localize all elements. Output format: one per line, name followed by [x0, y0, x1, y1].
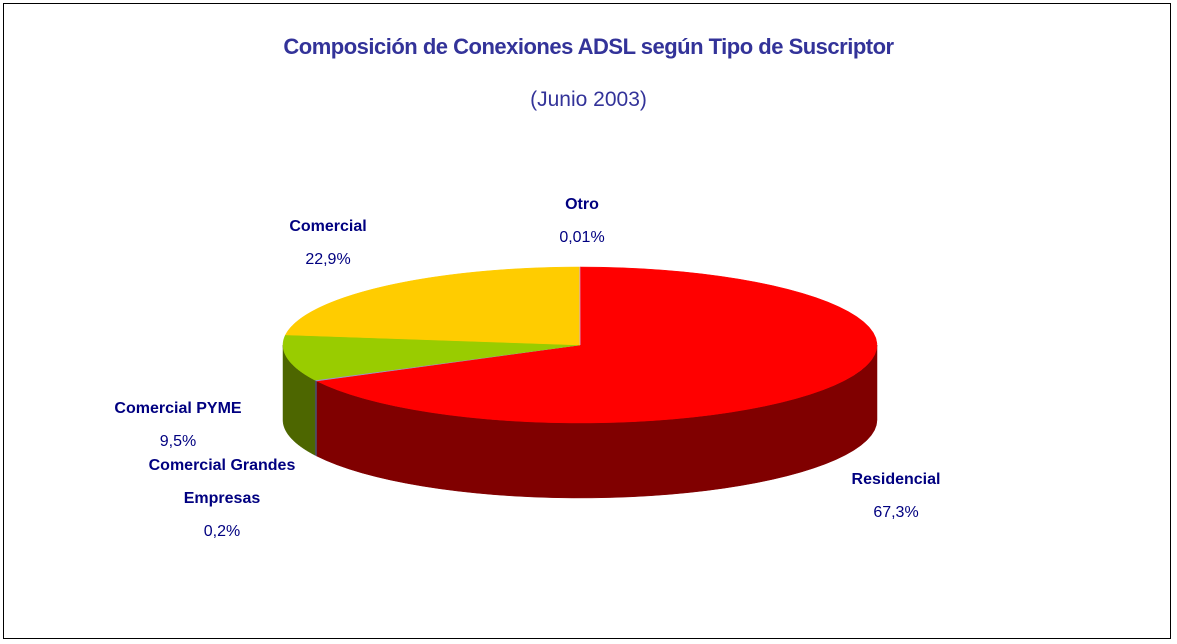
slice-label: Comercial Grandes Empresas 0,2% [147, 449, 297, 548]
value-label: 22,9% [305, 251, 351, 268]
slice-label: Otro 0,01% [559, 188, 604, 254]
category-label: Comercial PYME [114, 400, 242, 417]
slice [315, 266, 878, 424]
category-label: Comercial [289, 218, 367, 235]
value-label: 67,3% [873, 504, 919, 521]
slice-label: Comercial 22,9% [289, 210, 366, 276]
slice [282, 334, 581, 381]
value-label: 0,01% [559, 229, 605, 246]
slice-label: Comercial PYME 9,5% [114, 392, 241, 458]
value-label: 0,2% [203, 523, 241, 540]
slice-side [314, 379, 317, 457]
chart-subtitle: (Junio 2003) [530, 88, 647, 111]
value-label: 9,5% [159, 433, 197, 450]
category-label: Comercial Grandes Empresas [148, 457, 296, 507]
category-label: Otro [565, 196, 599, 213]
category-label: Residencial [851, 471, 941, 488]
chart-frame [3, 3, 1171, 639]
slice-label: Residencial 67,3% [852, 463, 941, 529]
chart-title: Composición de Conexiones ADSL según Tip… [283, 34, 894, 59]
slice [285, 266, 581, 346]
